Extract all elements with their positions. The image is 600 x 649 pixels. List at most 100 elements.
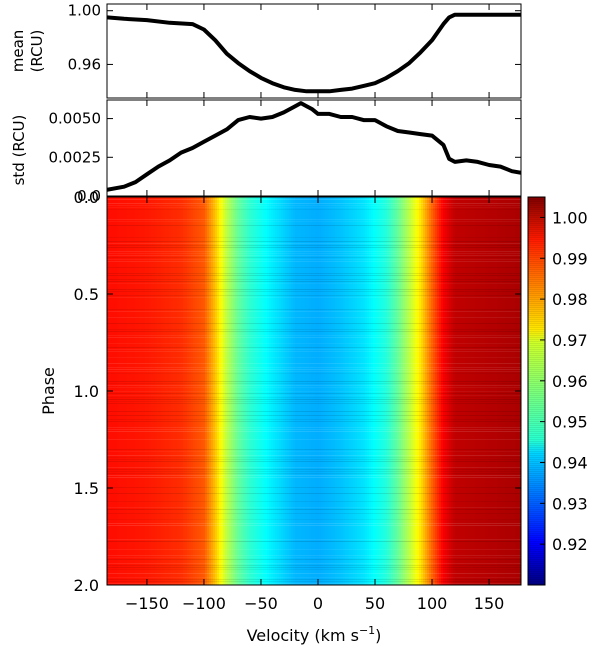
heatmap-column: [449, 197, 452, 585]
heatmap-column: [165, 197, 168, 585]
heatmap-column: [411, 197, 414, 585]
heatmap-noise-row: [107, 555, 521, 556]
heatmap-ytick-label: 1.0: [74, 382, 99, 401]
colorbar-stripe: [528, 367, 545, 368]
heatmap-column: [195, 197, 198, 585]
heatmap-column: [487, 197, 490, 585]
colorbar-stripe: [528, 293, 545, 294]
heatmap-column: [387, 197, 390, 585]
colorbar-tick-label: 0.98: [552, 290, 588, 309]
heatmap-column: [269, 197, 272, 585]
colorbar-stripe: [528, 545, 545, 546]
heatmap-column: [241, 197, 244, 585]
colorbar-stripe: [528, 493, 545, 494]
heatmap-column: [135, 197, 138, 585]
heatmap-noise-row: [107, 519, 521, 520]
heatmap-column: [443, 197, 446, 585]
heatmap-noise-row: [107, 411, 521, 412]
heatmap-column: [237, 197, 240, 585]
heatmap-column: [183, 197, 186, 585]
heatmap-column: [435, 197, 438, 585]
heatmap-column: [383, 197, 386, 585]
colorbar-stripe: [528, 515, 545, 516]
heatmap-ytick-label: 0.5: [74, 285, 99, 304]
colorbar-stripe: [528, 451, 545, 452]
heatmap-column: [497, 197, 500, 585]
heatmap-xtick-label: −100: [182, 594, 226, 613]
heatmap-column: [369, 197, 372, 585]
colorbar-stripe: [528, 271, 545, 272]
heatmap-noise-row: [107, 397, 521, 398]
colorbar-stripe: [528, 237, 545, 238]
heatmap-column: [221, 197, 224, 585]
colorbar-stripe: [528, 475, 545, 476]
heatmap-noise-row: [107, 281, 521, 282]
colorbar-stripe: [528, 523, 545, 524]
heatmap-column: [137, 197, 140, 585]
heatmap-column: [357, 197, 360, 585]
colorbar-tick-label: 0.97: [552, 331, 588, 350]
heatmap-noise-row: [107, 261, 521, 262]
colorbar-stripe: [528, 461, 545, 462]
colorbar-stripe: [528, 531, 545, 532]
heatmap-noise-row: [107, 401, 521, 402]
ytick-label: 0.0050: [49, 110, 102, 128]
heatmap-noise-row: [107, 385, 521, 386]
heatmap-noise-row: [107, 467, 521, 468]
mean-yticks: 1.00 0.96: [68, 2, 521, 73]
colorbar-stripe: [528, 399, 545, 400]
heatmap-column: [479, 197, 482, 585]
heatmap-xtick-label: 0: [313, 594, 323, 613]
colorbar-stripe: [528, 357, 545, 358]
heatmap-ytick-label: 0.0: [74, 188, 99, 207]
colorbar-stripe: [528, 517, 545, 518]
heatmap-noise-row: [107, 457, 521, 458]
colorbar-stripe: [528, 407, 545, 408]
heatmap-noise-row: [107, 469, 521, 470]
colorbar-stripe: [528, 281, 545, 282]
heatmap-column: [247, 197, 250, 585]
heatmap-noise-row: [107, 493, 521, 494]
heatmap-column: [317, 197, 320, 585]
colorbar-stripe: [528, 445, 545, 446]
heatmap-noise-row: [107, 363, 521, 364]
colorbar-stripe: [528, 485, 545, 486]
heatmap-column: [275, 197, 278, 585]
colorbar-stripe: [528, 375, 545, 376]
colorbar-stripe: [528, 291, 545, 292]
heatmap-column: [325, 197, 328, 585]
heatmap-noise-row: [107, 221, 521, 222]
colorbar-stripe: [528, 473, 545, 474]
colorbar-gradient: [528, 197, 545, 585]
colorbar-stripe: [528, 403, 545, 404]
heatmap-column: [151, 197, 154, 585]
colorbar-stripe: [528, 201, 545, 202]
std-panel: 0.0050 0.0025 0.0 std (RCU): [10, 99, 522, 205]
heatmap-noise-rows: [107, 199, 521, 584]
heatmap-noise-row: [107, 203, 521, 204]
xlabel-main: Velocity (km s: [247, 626, 359, 645]
heatmap-noise-row: [107, 415, 521, 416]
heatmap-noise-row: [107, 383, 521, 384]
heatmap-column: [409, 197, 412, 585]
heatmap-column: [413, 197, 416, 585]
heatmap-column: [363, 197, 366, 585]
colorbar-stripe: [528, 301, 545, 302]
ytick-label: 1.00: [68, 2, 101, 20]
colorbar-stripe: [528, 391, 545, 392]
colorbar-stripe: [528, 553, 545, 554]
colorbar-stripe: [528, 535, 545, 536]
colorbar-stripe: [528, 239, 545, 240]
colorbar-stripe: [528, 303, 545, 304]
heatmap-column: [485, 197, 488, 585]
colorbar-stripe: [528, 277, 545, 278]
colorbar-stripe: [528, 579, 545, 580]
heatmap-noise-row: [107, 351, 521, 352]
heatmap-column: [359, 197, 362, 585]
heatmap-column: [149, 197, 152, 585]
heatmap-noise-row: [107, 199, 521, 200]
heatmap-noise-row: [107, 311, 521, 312]
heatmap-column: [513, 197, 516, 585]
heatmap-noise-row: [107, 513, 521, 514]
heatmap-column: [427, 197, 430, 585]
